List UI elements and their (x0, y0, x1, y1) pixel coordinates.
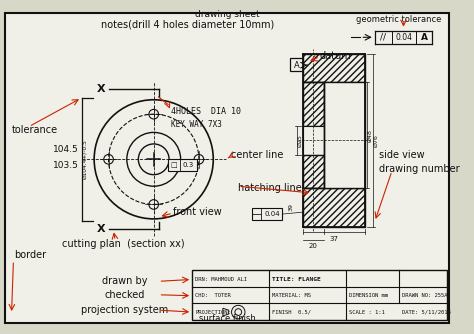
Text: Ø104.4+/-0.5: Ø104.4+/-0.5 (82, 139, 87, 179)
Text: 103.5: 103.5 (53, 161, 79, 170)
Bar (302, 155, 324, 188)
Bar (302, 188, 365, 226)
Text: tolerance: tolerance (11, 126, 58, 136)
Bar (324, 82, 365, 188)
Text: checked: checked (105, 290, 145, 300)
Text: DIMENSION mm: DIMENSION mm (349, 293, 388, 298)
Text: 0.04: 0.04 (264, 211, 280, 217)
Bar (168, 159, 197, 171)
Text: Ø76: Ø76 (374, 134, 379, 147)
Text: Ø25: Ø25 (298, 134, 303, 147)
Bar (302, 82, 324, 126)
Text: drawn by: drawn by (102, 276, 147, 286)
Text: notes(drill 4 holes diameter 10mm): notes(drill 4 holes diameter 10mm) (100, 19, 274, 29)
Text: CHD:  TOTER: CHD: TOTER (195, 293, 231, 298)
Text: MATERIAL: MS: MATERIAL: MS (272, 293, 311, 298)
Text: DRAWN NO: 255A: DRAWN NO: 255A (401, 293, 447, 298)
Text: FINISH  0.5/: FINISH 0.5/ (272, 310, 311, 315)
Text: 39: 39 (288, 203, 293, 211)
Text: TITLE: FLANGE: TITLE: FLANGE (272, 277, 320, 282)
Text: surface finish: surface finish (200, 314, 256, 323)
Text: front view: front view (173, 207, 222, 217)
Text: geometric tolerance: geometric tolerance (356, 15, 441, 24)
Text: —: — (252, 209, 261, 219)
Bar (252, 208, 283, 220)
Text: A: A (421, 33, 428, 42)
Text: border: border (14, 250, 46, 261)
Text: hatching line: hatching line (238, 183, 302, 193)
Text: //: // (380, 33, 386, 42)
Text: datum: datum (320, 50, 352, 60)
Text: 104.5: 104.5 (53, 145, 79, 154)
Text: SCALE : 1:1: SCALE : 1:1 (349, 310, 384, 315)
Text: drawing number: drawing number (380, 164, 460, 174)
Text: Ø48: Ø48 (368, 129, 373, 142)
Text: 0.04: 0.04 (395, 33, 412, 42)
Text: 37: 37 (329, 236, 338, 242)
Text: 4HOLES  DIA 10: 4HOLES DIA 10 (171, 107, 241, 116)
Text: 0.3: 0.3 (182, 162, 194, 168)
Bar (302, 54, 365, 82)
Text: projection system: projection system (81, 305, 169, 315)
Text: side view: side view (380, 150, 425, 160)
Bar (192, 270, 447, 320)
Bar (290, 58, 305, 71)
Text: A: A (294, 61, 300, 70)
Text: DATE: 5/11/2018: DATE: 5/11/2018 (401, 310, 450, 315)
Text: KEY WAY 7X3: KEY WAY 7X3 (171, 120, 222, 129)
Text: drawing sheet: drawing sheet (195, 10, 260, 19)
Text: X: X (97, 84, 105, 94)
Text: DRN: MAHMOUD ALI: DRN: MAHMOUD ALI (195, 277, 247, 282)
Text: X: X (97, 224, 105, 234)
Bar (302, 126, 324, 155)
Text: PROJECTION:: PROJECTION: (195, 310, 231, 315)
Text: 20: 20 (309, 243, 318, 249)
Text: center line: center line (230, 150, 283, 160)
Text: □: □ (171, 162, 177, 168)
Text: cutting plan  (section xx): cutting plan (section xx) (63, 239, 185, 249)
